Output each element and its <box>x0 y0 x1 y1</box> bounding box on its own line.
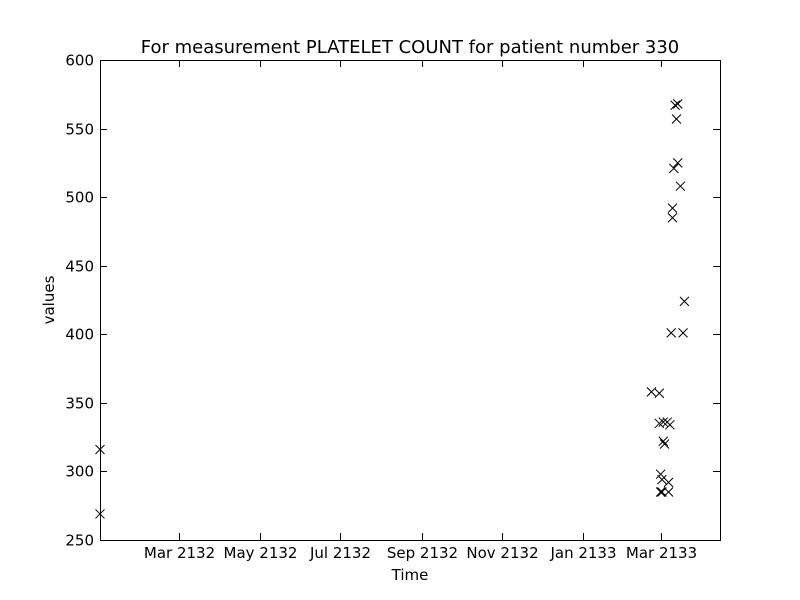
y-tick-label: 450 <box>65 258 94 276</box>
y-tick-label: 400 <box>65 326 94 344</box>
y-tick-label: 550 <box>65 121 94 139</box>
data-point <box>679 296 690 307</box>
data-point <box>658 436 669 447</box>
y-tick-label: 600 <box>65 52 94 70</box>
x-axis: Mar 2132 May 2132 Jul 2132 Sep 2132 Nov 2132… <box>144 60 697 562</box>
data-point <box>658 417 669 427</box>
x-tick-label: May 2132 <box>224 544 298 562</box>
y-tick-label: 500 <box>65 189 94 207</box>
data-point <box>663 487 674 497</box>
data-point <box>670 100 681 111</box>
data-point <box>672 158 683 168</box>
data-point <box>672 99 683 109</box>
y-axis: 250 300 350 400 450 500 550 600 <box>65 52 720 550</box>
data-point <box>665 419 675 430</box>
data-point <box>655 487 666 497</box>
data-point <box>659 439 670 449</box>
data-point <box>675 181 686 192</box>
data-point <box>671 114 682 124</box>
data-point <box>646 387 657 397</box>
x-tick-label: Sep 2132 <box>387 544 458 562</box>
y-tick-label: 300 <box>65 463 94 481</box>
plot-area: 250 300 350 400 450 500 550 600 Mar 2132 May 213… <box>65 52 721 562</box>
data-point <box>666 328 677 338</box>
data-points <box>95 99 690 519</box>
x-tick-label: Mar 2132 <box>144 544 215 562</box>
x-axis-label: Time <box>391 566 429 584</box>
x-tick-label: Jul 2132 <box>309 544 371 562</box>
data-point <box>667 212 678 223</box>
data-point <box>678 328 688 338</box>
chart-title: For measurement PLATELET COUNT for patie… <box>141 37 680 58</box>
data-point <box>668 163 679 174</box>
y-tick-label: 250 <box>65 532 94 550</box>
data-point <box>655 469 666 480</box>
data-point <box>667 203 678 213</box>
y-axis-label: values <box>40 275 58 324</box>
plot-frame <box>100 60 721 541</box>
x-tick-label: Mar 2133 <box>626 544 697 562</box>
x-tick-label: Jan 2133 <box>549 544 616 562</box>
x-tick-label: Nov 2132 <box>466 544 538 562</box>
data-point <box>657 474 667 485</box>
y-tick-label: 350 <box>65 395 94 413</box>
data-point <box>654 388 665 399</box>
data-point <box>663 477 674 488</box>
